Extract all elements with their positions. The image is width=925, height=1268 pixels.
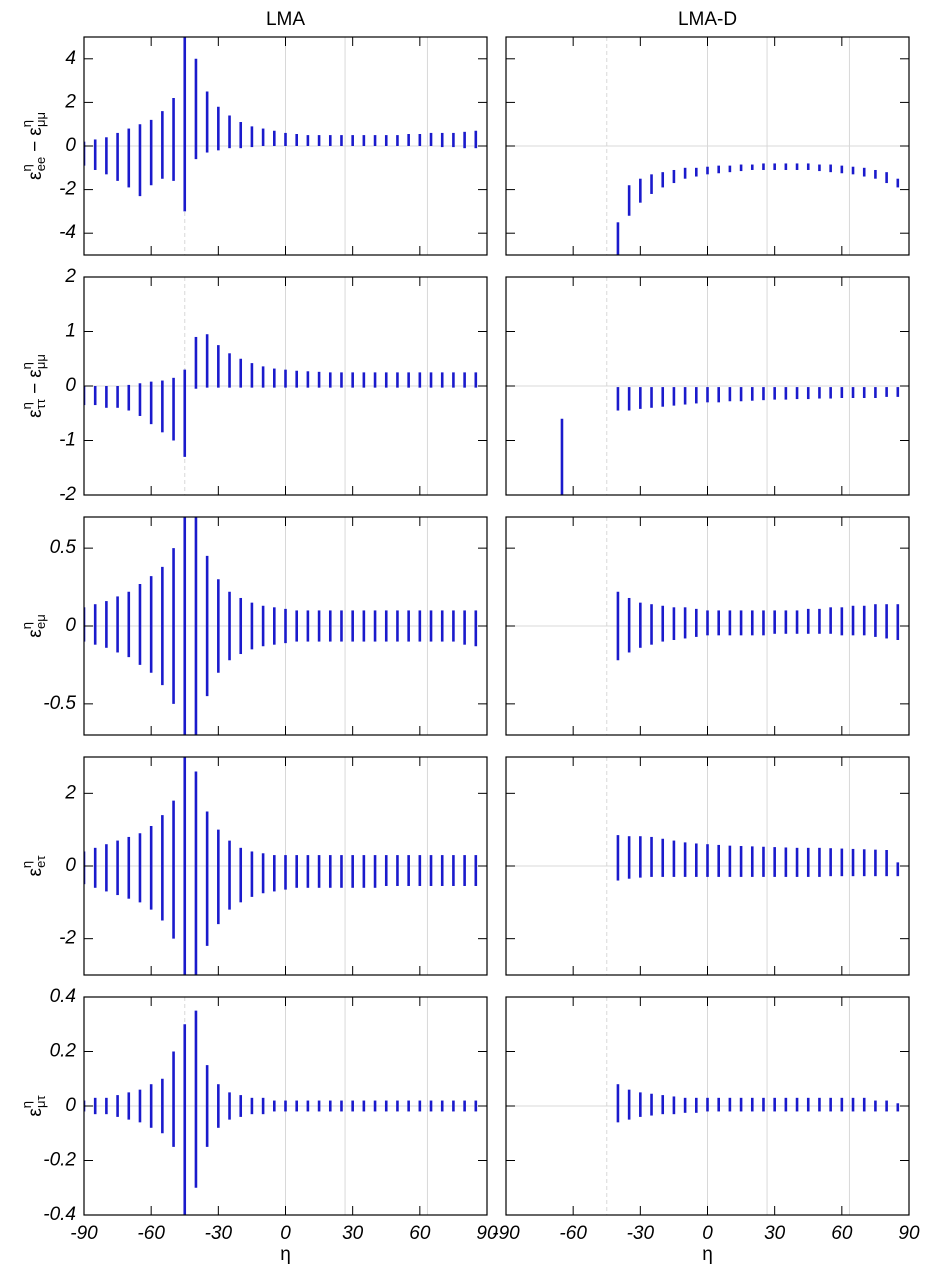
panel: LMA-D: [505, 9, 910, 256]
y-label-part: η: [19, 402, 34, 409]
y-label-part: ε: [25, 629, 46, 638]
x-axis-label: η: [280, 1244, 291, 1265]
y-label-part: η: [19, 120, 34, 127]
panel: -2 0 2 εηeτ: [19, 756, 488, 976]
x-tick-label: -60: [559, 1223, 587, 1244]
y-tick-label: 2: [64, 266, 76, 287]
y-tick-label: 2: [64, 782, 76, 803]
plot-area: [506, 277, 909, 495]
y-label-part: η: [19, 861, 34, 868]
y-axis-label: εηeμ: [19, 614, 48, 637]
y-tick-label: 0: [65, 135, 76, 156]
plot-area: [506, 37, 909, 255]
x-tick-label: -30: [627, 1223, 655, 1244]
y-label-part: μτ: [33, 1094, 48, 1107]
y-label-part: −: [25, 383, 46, 394]
y-axis-label: εηττ−εημμ: [19, 354, 48, 418]
y-tick-label: -2: [59, 179, 76, 200]
column-title: LMA-D: [678, 9, 737, 30]
y-label-part: eτ: [33, 855, 48, 868]
x-tick-label: -60: [137, 1223, 165, 1244]
y-label-part: ε: [25, 868, 46, 877]
x-tick-label: 60: [831, 1223, 853, 1244]
plot-area: [84, 997, 487, 1215]
y-axis-label: εηee−εημμ: [19, 112, 48, 180]
panel: [505, 516, 910, 736]
panel: [505, 276, 910, 496]
x-tick-label: 90: [898, 1223, 920, 1244]
plot-area: [84, 277, 487, 495]
y-axis-label: εημτ: [19, 1094, 48, 1116]
y-label-part: μμ: [33, 354, 48, 369]
y-label-part: η: [19, 1101, 34, 1108]
y-label-part: −: [25, 141, 46, 152]
plot-area: [506, 997, 909, 1215]
y-tick-label: 1: [65, 321, 76, 342]
y-tick-label: -0.4: [43, 1204, 76, 1225]
x-tick-label: 90: [476, 1223, 498, 1244]
y-tick-label: -1: [59, 430, 76, 451]
x-tick-label: 30: [342, 1223, 364, 1244]
y-tick-label: -4: [59, 222, 76, 243]
x-tick-label: -90: [492, 1223, 520, 1244]
y-tick-label: 2: [64, 91, 76, 112]
y-tick-label: 0.5: [50, 537, 77, 558]
plot-area: [506, 757, 909, 975]
y-tick-label: 4: [65, 48, 76, 69]
y-label-part: ττ: [33, 398, 48, 409]
y-tick-label: 0: [65, 855, 76, 876]
panel: -90 -60 -30 0 30 60 90 η: [492, 996, 920, 1265]
y-label-part: η: [19, 164, 34, 171]
plot-area: [84, 37, 487, 255]
y-label-part: ε: [25, 127, 46, 136]
y-label-part: η: [19, 622, 34, 629]
y-tick-label: 0: [65, 615, 76, 636]
y-tick-label: 0: [65, 1095, 76, 1116]
x-tick-label: 30: [764, 1223, 786, 1244]
plot-area: [84, 517, 487, 735]
panel: [505, 756, 910, 976]
y-axis-label: εηeτ: [19, 855, 48, 877]
x-tick-label: 0: [702, 1223, 713, 1244]
y-tick-label: -2: [59, 484, 76, 505]
y-tick-label: 0.2: [50, 1041, 77, 1062]
y-tick-label: 0: [65, 375, 76, 396]
x-axis-label: η: [702, 1244, 713, 1265]
y-label-part: ε: [25, 369, 46, 378]
x-tick-label: 0: [280, 1223, 291, 1244]
y-tick-label: 0.4: [50, 986, 76, 1007]
y-tick-label: -2: [59, 928, 76, 949]
y-label-part: μμ: [33, 112, 48, 127]
y-label-part: ε: [25, 1108, 46, 1117]
panel: -0.5 0 0.5 εηeμ: [19, 516, 488, 736]
y-tick-label: -0.5: [43, 693, 76, 714]
column-title: LMA: [266, 9, 305, 30]
y-label-part: ee: [33, 157, 48, 171]
y-label-part: η: [19, 362, 34, 369]
x-tick-label: 60: [409, 1223, 431, 1244]
x-tick-label: -90: [70, 1223, 98, 1244]
y-label-part: ε: [25, 171, 46, 180]
y-tick-label: -0.2: [43, 1150, 76, 1171]
plot-area: [84, 757, 487, 975]
x-tick-label: -30: [205, 1223, 233, 1244]
y-label-part: ε: [25, 409, 46, 418]
y-label-part: eμ: [33, 614, 48, 629]
plot-area: [506, 517, 909, 735]
